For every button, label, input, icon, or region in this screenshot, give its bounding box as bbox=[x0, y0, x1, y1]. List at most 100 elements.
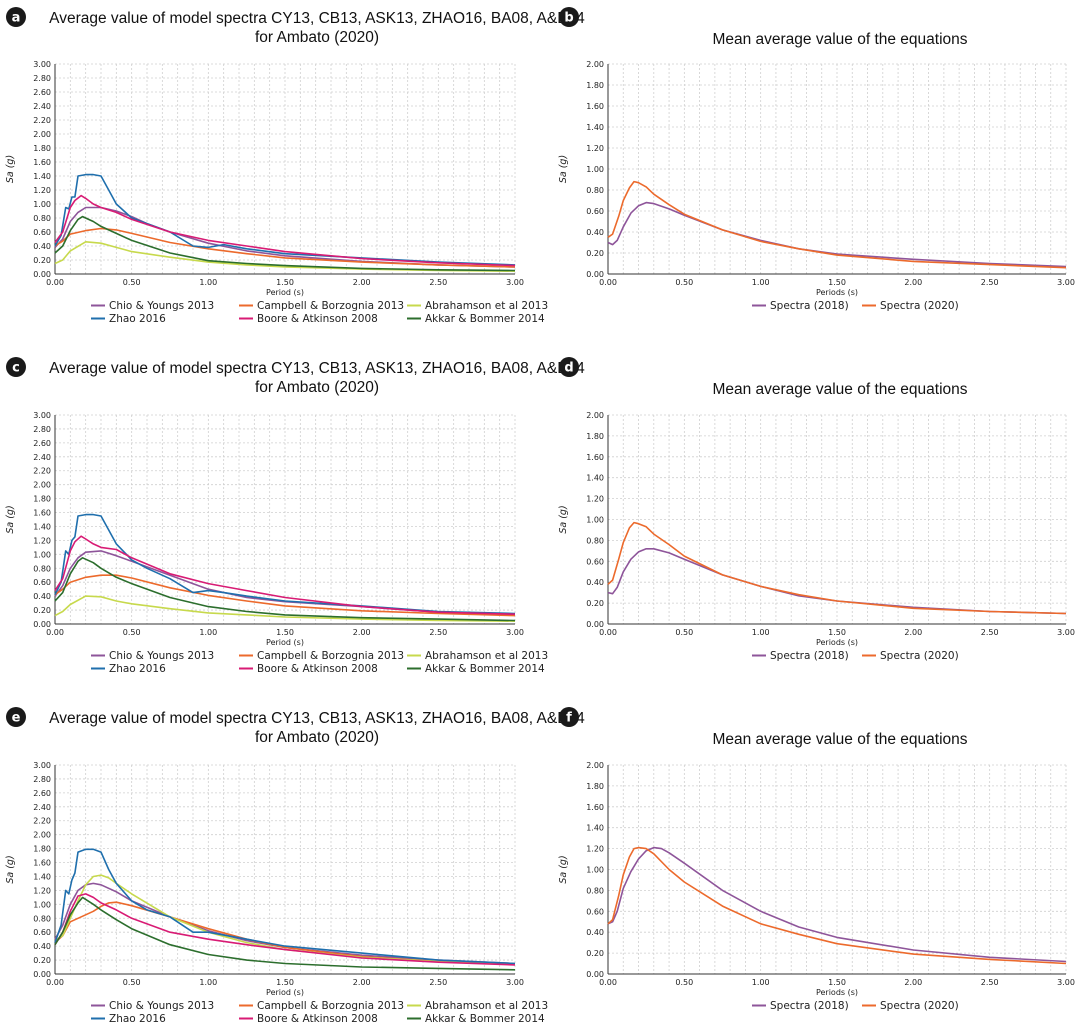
series-line-spectra-2020- bbox=[607, 846, 1067, 965]
y-tick-label: 1.40 bbox=[586, 824, 604, 833]
series-line-spectra-2018- bbox=[607, 201, 1067, 268]
chart-title: Average value of model spectra CY13, CB1… bbox=[49, 360, 585, 377]
x-axis-label: Period (s) bbox=[266, 638, 304, 647]
y-tick-label: 2.00 bbox=[33, 130, 51, 139]
y-tick-label: 1.20 bbox=[33, 886, 51, 895]
y-tick-label: 2.20 bbox=[33, 467, 51, 476]
x-axis-label: Period (s) bbox=[266, 988, 304, 997]
y-axis-label: Sa (g) bbox=[558, 155, 569, 183]
x-axis-label: Periods (s) bbox=[816, 288, 858, 297]
x-axis-label: Periods (s) bbox=[816, 638, 858, 647]
panel-d: d Mean average value of the equations 0.00… bbox=[558, 357, 1075, 662]
x-tick-label: 2.50 bbox=[429, 278, 447, 287]
x-tick-label: 1.00 bbox=[199, 628, 217, 637]
y-tick-label: 0.80 bbox=[586, 536, 604, 545]
y-tick-label: 2.60 bbox=[33, 789, 51, 798]
y-tick-label: 0.80 bbox=[33, 564, 51, 573]
legend: Spectra (2018) Spectra (2020) bbox=[752, 650, 959, 662]
y-tick-label: 2.00 bbox=[586, 761, 604, 770]
y-tick-label: 0.00 bbox=[586, 620, 604, 629]
chart-title-line2: for Ambato (2020) bbox=[255, 29, 379, 46]
series-lines bbox=[54, 513, 516, 622]
series-line-spectra-2020- bbox=[607, 521, 1067, 615]
y-axis-label: Sa (g) bbox=[558, 855, 569, 883]
series-line-akkar-bommer-2014 bbox=[54, 896, 516, 971]
x-tick-label: 1.50 bbox=[828, 278, 846, 287]
chart-title-line2: for Ambato (2020) bbox=[255, 729, 379, 746]
chart-title-line2: for Ambato (2020) bbox=[255, 379, 379, 396]
y-tick-label: 2.20 bbox=[33, 817, 51, 826]
panel-letter-badge bbox=[559, 707, 579, 727]
y-tick-label: 0.60 bbox=[33, 578, 51, 587]
x-tick-label: 0.00 bbox=[599, 978, 617, 987]
legend-item: Zhao 2016 bbox=[109, 663, 166, 675]
legend: Chio & Youngs 2013 Campbell & Borzognia 2… bbox=[91, 300, 548, 325]
chart-title: Mean average value of the equations bbox=[712, 381, 967, 398]
y-tick-label: 1.60 bbox=[586, 453, 604, 462]
grid bbox=[54, 764, 516, 975]
y-tick-label: 3.00 bbox=[33, 411, 51, 420]
y-tick-label: 1.20 bbox=[586, 495, 604, 504]
y-tick-label: 0.00 bbox=[33, 620, 51, 629]
x-tick-label: 0.00 bbox=[599, 278, 617, 287]
y-tick-label: 1.80 bbox=[586, 81, 604, 90]
x-tick-label: 1.50 bbox=[276, 978, 294, 987]
y-tick-label: 1.80 bbox=[586, 432, 604, 441]
legend-item: Spectra (2020) bbox=[880, 650, 959, 662]
y-tick-label: 1.00 bbox=[586, 516, 604, 525]
legend-item: Abrahamson et al 2013 bbox=[425, 650, 548, 662]
y-tick-label: 1.60 bbox=[586, 102, 604, 111]
y-tick-label: 1.00 bbox=[33, 550, 51, 559]
series-line-spectra-2018- bbox=[607, 846, 1067, 963]
panel-letter-badge bbox=[6, 7, 26, 27]
panel-letter-badge bbox=[6, 707, 26, 727]
y-tick-label: 0.20 bbox=[33, 606, 51, 615]
x-tick-label: 0.50 bbox=[675, 978, 693, 987]
x-tick-label: 3.00 bbox=[506, 278, 524, 287]
x-tick-label: 3.00 bbox=[1057, 628, 1075, 637]
x-tick-label: 0.00 bbox=[46, 628, 64, 637]
y-tick-label: 1.80 bbox=[586, 782, 604, 791]
x-tick-label: 2.00 bbox=[353, 628, 371, 637]
panel-letter: c bbox=[12, 361, 20, 376]
y-tick-label: 0.60 bbox=[33, 928, 51, 937]
series-line-zhao-2016 bbox=[54, 513, 516, 615]
x-tick-label: 0.00 bbox=[46, 278, 64, 287]
series-line-spectra-2020- bbox=[607, 180, 1067, 269]
legend-item: Boore & Atkinson 2008 bbox=[257, 1013, 378, 1025]
x-tick-label: 0.50 bbox=[675, 278, 693, 287]
y-tick-label: 1.60 bbox=[586, 803, 604, 812]
y-tick-label: 1.40 bbox=[586, 123, 604, 132]
legend-item: Campbell & Borzognia 2013 bbox=[257, 650, 404, 662]
x-tick-label: 1.50 bbox=[828, 628, 846, 637]
x-tick-label: 1.50 bbox=[828, 978, 846, 987]
y-tick-label: 0.20 bbox=[586, 599, 604, 608]
y-tick-label: 0.60 bbox=[33, 228, 51, 237]
x-tick-label: 1.50 bbox=[276, 628, 294, 637]
y-tick-label: 2.40 bbox=[33, 102, 51, 111]
panel-letter-badge bbox=[559, 357, 579, 377]
y-tick-label: 0.40 bbox=[586, 578, 604, 587]
series-line-abrahamson-et-al-2013 bbox=[54, 241, 516, 272]
series-line-boore-atkinson-2008 bbox=[54, 893, 516, 966]
legend-item: Zhao 2016 bbox=[109, 1013, 166, 1025]
legend-item: Campbell & Borzognia 2013 bbox=[257, 1000, 404, 1012]
legend-item: Akkar & Bommer 2014 bbox=[425, 1013, 545, 1025]
y-tick-label: 0.00 bbox=[586, 270, 604, 279]
panel-letter: b bbox=[564, 11, 573, 26]
legend-item: Boore & Atkinson 2008 bbox=[257, 663, 378, 675]
y-tick-label: 0.60 bbox=[586, 207, 604, 216]
y-tick-label: 1.00 bbox=[586, 165, 604, 174]
series-line-abrahamson-et-al-2013 bbox=[54, 595, 516, 622]
chart-title: Mean average value of the equations bbox=[712, 31, 967, 48]
series-line-campbell-borzognia-2013 bbox=[54, 227, 516, 268]
y-tick-label: 1.00 bbox=[33, 200, 51, 209]
y-tick-label: 1.20 bbox=[33, 186, 51, 195]
y-tick-label: 1.40 bbox=[33, 172, 51, 181]
y-tick-label: 2.80 bbox=[33, 74, 51, 83]
x-tick-label: 2.00 bbox=[904, 278, 922, 287]
panel-f: f Mean average value of the equations 0.00… bbox=[558, 707, 1075, 1012]
legend-item: Boore & Atkinson 2008 bbox=[257, 313, 378, 325]
legend-item: Abrahamson et al 2013 bbox=[425, 300, 548, 312]
panel-letter: e bbox=[12, 711, 21, 726]
